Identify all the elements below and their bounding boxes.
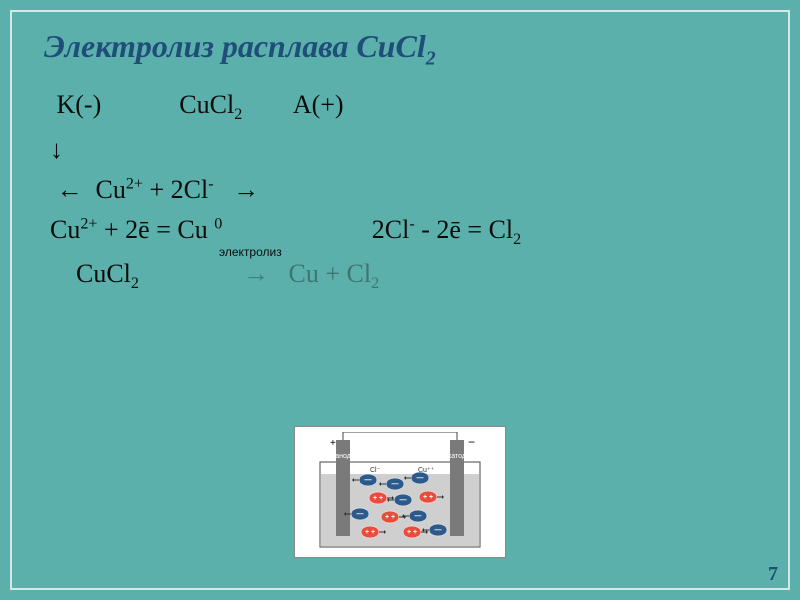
overall-left: CuCl bbox=[76, 259, 131, 288]
title-sub: 2 bbox=[426, 47, 436, 69]
equation-line-2: ↓ bbox=[50, 135, 756, 165]
svg-text:—: — bbox=[415, 513, 422, 520]
reaction-arrow-group: электролиз → bbox=[243, 259, 269, 289]
svg-text:—: — bbox=[357, 511, 364, 518]
svg-text:—: — bbox=[417, 475, 424, 482]
anode-half: 2Cl- - 2ē = Cl2 bbox=[372, 215, 521, 244]
anode-label: A(+) bbox=[293, 90, 344, 119]
svg-text:анод: анод bbox=[335, 453, 351, 460]
slide: Электролиз расплава CuCl2 K(-) CuCl2 A(+… bbox=[0, 0, 800, 600]
svg-text:+ +: + + bbox=[385, 514, 395, 521]
diagram-svg: +−анодкатодCl⁻Cu⁺⁺———+ +—+ +—+ +—+ ++ +— bbox=[300, 432, 500, 552]
reaction-arrow: → bbox=[243, 259, 269, 288]
arrow-left: ← bbox=[57, 175, 83, 204]
equation-line-3: ← Cu2+ + 2Cl- → bbox=[50, 175, 756, 205]
svg-text:—: — bbox=[400, 497, 407, 504]
svg-text:—: — bbox=[365, 477, 372, 484]
equation-line-5: CuCl2 электролиз → Cu + Cl2 bbox=[50, 259, 756, 293]
equation-line-4: Cu2+ + 2ē = Cu 0 2Cl- - 2ē = Cl2 bbox=[50, 215, 756, 249]
page-number: 7 bbox=[768, 563, 778, 586]
cl-sup: - bbox=[208, 175, 213, 192]
svg-text:+ +: + + bbox=[407, 529, 417, 536]
slide-title: Электролиз расплава CuCl2 bbox=[44, 28, 756, 70]
electrolysis-label: электролиз bbox=[219, 245, 282, 259]
overall-right: Cu + Cl2 bbox=[288, 259, 379, 288]
svg-text:+: + bbox=[330, 438, 336, 449]
cl-ion: 2Cl bbox=[171, 175, 209, 204]
svg-text:—: — bbox=[435, 527, 442, 534]
down-arrow: ↓ bbox=[50, 135, 63, 164]
arrow-right: → bbox=[233, 175, 259, 204]
cathode-half: Cu2+ + 2ē = Cu 0 bbox=[50, 215, 229, 244]
svg-text:+ +: + + bbox=[373, 495, 383, 502]
svg-text:Cl⁻: Cl⁻ bbox=[370, 467, 381, 474]
equation-line-1: K(-) CuCl2 A(+) bbox=[50, 90, 756, 124]
svg-text:катод: катод bbox=[448, 453, 466, 460]
electrolysis-diagram-wrap: +−анодкатодCl⁻Cu⁺⁺———+ +—+ +—+ +—+ ++ +— bbox=[294, 426, 506, 558]
cu-sup: 2+ bbox=[126, 175, 143, 192]
plus: + bbox=[149, 175, 170, 204]
sub2: 2 bbox=[234, 107, 242, 124]
svg-text:+ +: + + bbox=[365, 529, 375, 536]
cathode-label: K(-) bbox=[57, 90, 102, 119]
cu-ion: Cu bbox=[96, 175, 126, 204]
svg-text:+ +: + + bbox=[423, 494, 433, 501]
svg-text:−: − bbox=[468, 435, 475, 449]
compound: CuCl bbox=[179, 90, 234, 119]
electrolysis-diagram: +−анодкатодCl⁻Cu⁺⁺———+ +—+ +—+ +—+ ++ +— bbox=[300, 432, 500, 552]
svg-text:—: — bbox=[392, 481, 399, 488]
title-text: Электролиз расплава CuCl bbox=[44, 28, 426, 64]
